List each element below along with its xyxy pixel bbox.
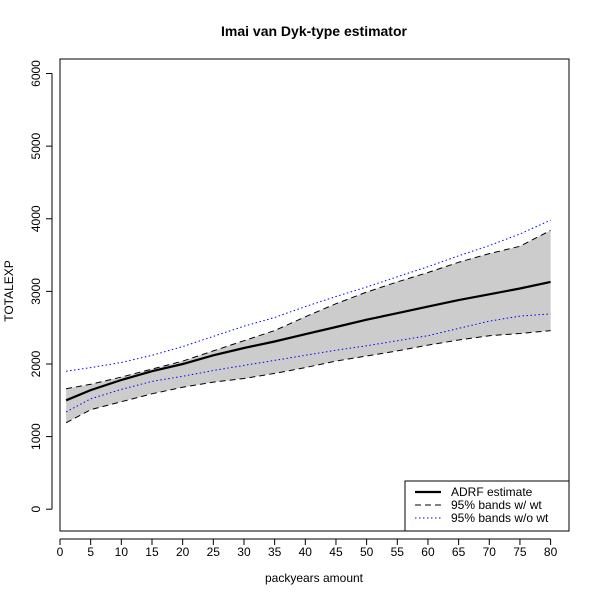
- series-2-upper-line: [66, 219, 551, 372]
- x-tick-label: 55: [391, 545, 405, 559]
- x-tick-label: 15: [145, 545, 159, 559]
- band-layer: [66, 230, 551, 423]
- x-tick-label: 10: [115, 545, 129, 559]
- confidence-band-area: [66, 230, 551, 423]
- y-tick-label: 6000: [29, 60, 43, 87]
- y-tick-label: 4000: [29, 205, 43, 232]
- legend-label-0: ADRF estimate: [451, 485, 533, 499]
- series-1-lower-line: [65, 330, 551, 424]
- plot-frame: [59, 58, 570, 532]
- x-tick-label: 20: [176, 545, 190, 559]
- y-tick-label: 3000: [29, 278, 43, 305]
- x-tick-label: 60: [421, 545, 435, 559]
- series-2-lower-line: [65, 313, 551, 413]
- x-tick-label: 80: [544, 545, 558, 559]
- x-tick-label: 45: [329, 545, 343, 559]
- x-axis: 0 5 10 15 20 25 30 35 40 45 50 55 60 65 70 75 80: [57, 538, 558, 559]
- x-axis-title: packyears amount: [265, 571, 364, 585]
- y-tick-label: 5000: [29, 132, 43, 159]
- y-tick-label: 2000: [29, 350, 43, 377]
- chart-title: Imai van Dyk-type estimator: [221, 23, 408, 39]
- x-tick-label: 0: [57, 545, 64, 559]
- series-line-0: [65, 280, 551, 402]
- x-tick-label: 70: [483, 545, 497, 559]
- x-tick-label: 35: [268, 545, 282, 559]
- x-tick-label: 65: [452, 545, 466, 559]
- x-tick-label: 75: [513, 545, 527, 559]
- x-tick-label: 50: [360, 545, 374, 559]
- x-tick-label: 25: [207, 545, 221, 559]
- legend-label-1: 95% bands w/ wt: [451, 498, 542, 512]
- series-1-upper-line: [66, 229, 551, 390]
- y-axis: 0 1000 2000 3000 4000 5000 6000: [29, 60, 53, 513]
- y-tick-label: 0: [29, 506, 43, 513]
- y-axis-title: TOTALEXP: [2, 260, 16, 322]
- y-tick-label: 1000: [29, 423, 43, 450]
- line-layer: [65, 219, 551, 424]
- x-tick-label: 30: [237, 545, 251, 559]
- x-tick-label: 40: [299, 545, 313, 559]
- legend-label-2: 95% bands w/o wt: [451, 511, 549, 525]
- legend-box: [404, 480, 570, 532]
- x-tick-label: 5: [87, 545, 94, 559]
